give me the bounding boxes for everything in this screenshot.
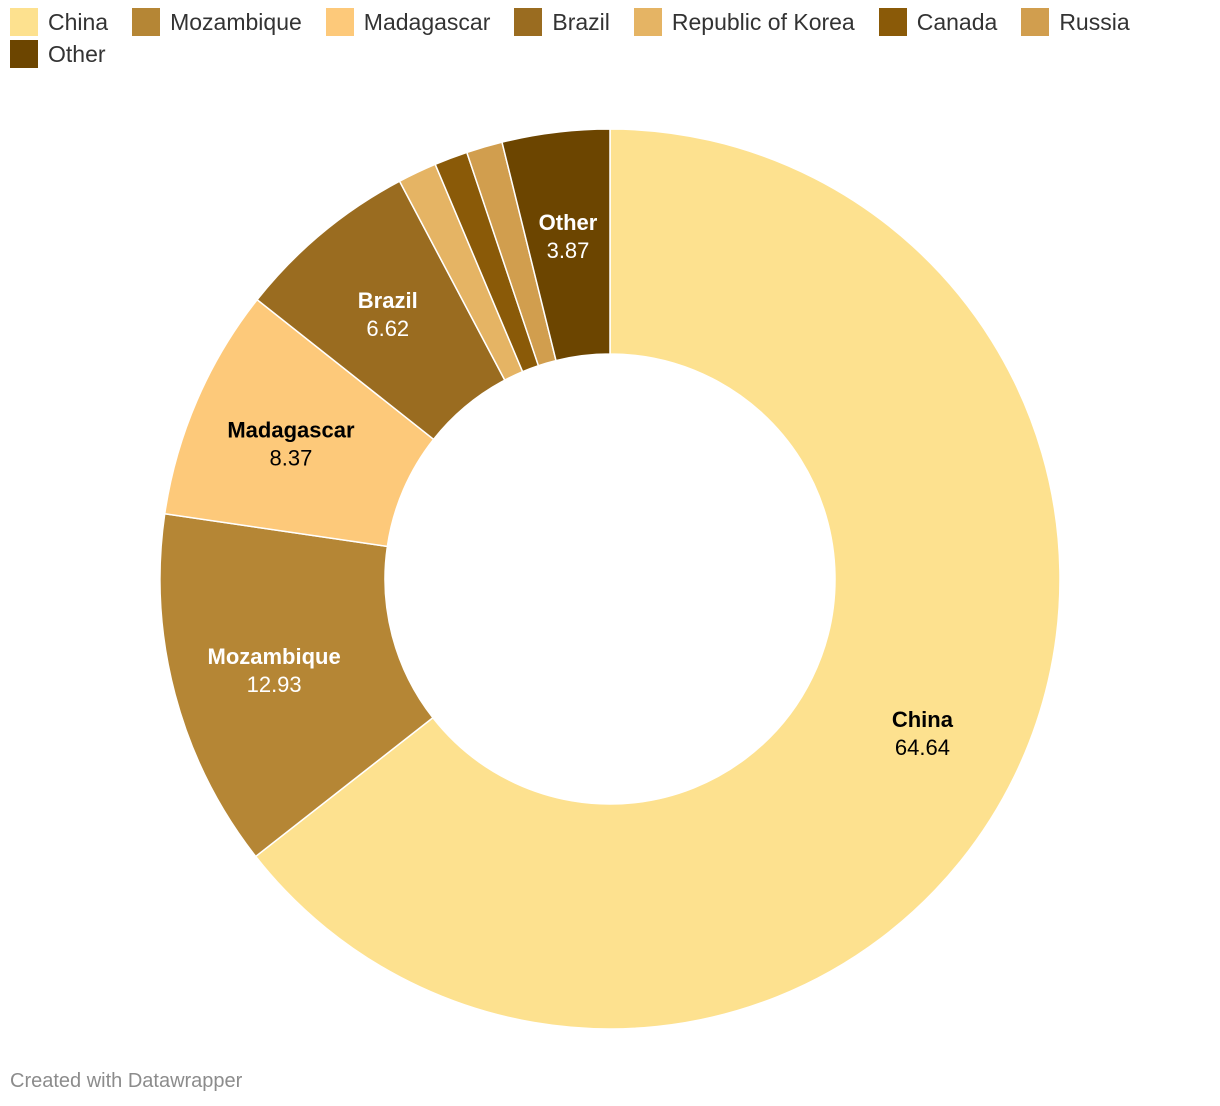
- slice-value-label: 3.87: [547, 238, 590, 263]
- legend-item: Republic of Korea: [633, 8, 855, 36]
- legend-swatch: [878, 8, 907, 36]
- legend-swatch: [325, 8, 354, 36]
- legend-swatch: [1021, 8, 1050, 36]
- legend-label: Russia: [1059, 8, 1130, 35]
- legend-label: Other: [48, 40, 106, 67]
- legend-item: Madagascar: [325, 8, 491, 36]
- chart-legend: China Mozambique Madagascar Brazil Republic …: [10, 8, 1210, 68]
- footer-credit: Created with Datawrapper: [10, 1070, 243, 1092]
- donut-slice-mozambique: [159, 512, 434, 858]
- slice-label: Other: [539, 210, 598, 235]
- slice-label: China: [892, 707, 954, 732]
- legend-item: China: [10, 8, 108, 36]
- donut-slice-china: [254, 128, 1061, 1030]
- slice-value-label: 8.37: [270, 445, 313, 470]
- legend-label: China: [48, 8, 109, 35]
- legend-swatch: [633, 8, 662, 36]
- donut-slice-other: [501, 128, 611, 362]
- legend-label: Republic of Korea: [671, 8, 855, 35]
- slice-label: Mozambique: [208, 644, 341, 669]
- legend-label: Canada: [916, 8, 998, 35]
- legend-swatch: [10, 40, 38, 68]
- legend-item: Mozambique: [132, 8, 302, 36]
- legend-swatch: [132, 8, 161, 36]
- legend-item: Brazil: [514, 8, 610, 36]
- legend-item: Canada: [878, 8, 998, 36]
- legend-label: Mozambique: [170, 8, 302, 35]
- slice-label: Madagascar: [227, 417, 355, 442]
- legend-label: Madagascar: [363, 8, 491, 35]
- legend-label: Brazil: [552, 8, 610, 35]
- legend-swatch: [10, 8, 38, 36]
- legend-item: Russia: [1021, 8, 1130, 36]
- slice-label: Brazil: [358, 288, 418, 313]
- slice-value-label: 64.64: [895, 735, 950, 760]
- legend-item: Other: [10, 40, 106, 68]
- slice-value-label: 6.62: [366, 316, 409, 341]
- legend-swatch: [514, 8, 543, 36]
- slice-value-label: 12.93: [247, 672, 302, 697]
